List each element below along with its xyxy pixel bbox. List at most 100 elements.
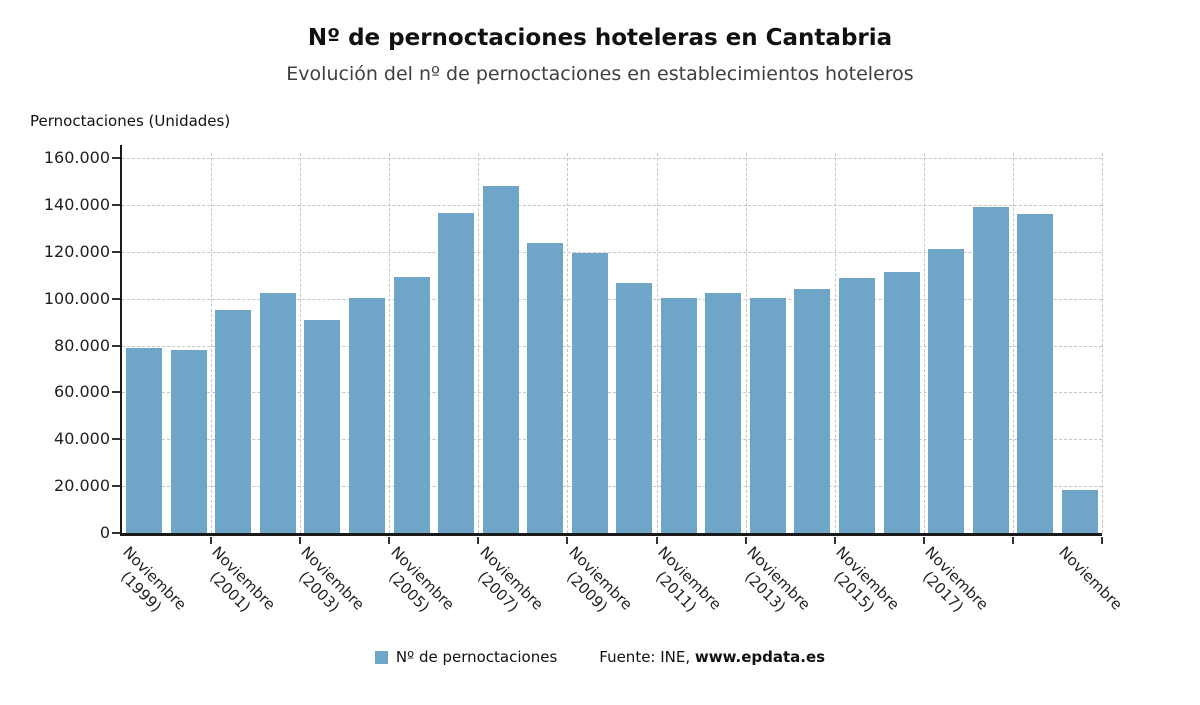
- x-tick-label-line: (2001): [206, 567, 255, 616]
- x-tick-label-line: Noviembre: [297, 543, 369, 614]
- y-axis-tick: [112, 344, 120, 347]
- bar: [1061, 490, 1098, 533]
- y-gridline: [122, 392, 1102, 394]
- x-tick-label-line: Noviembre: [386, 543, 458, 614]
- x-axis-tick: [922, 537, 925, 544]
- x-axis-tick: [299, 537, 302, 544]
- y-tick-label: 120.000: [43, 241, 110, 261]
- x-axis-tick: [210, 537, 213, 544]
- x-tick-label: Noviembre (1999): [105, 543, 190, 628]
- x-gridline: [1012, 153, 1014, 533]
- x-tick-label-line: (2013): [741, 567, 790, 616]
- y-gridline: [122, 439, 1102, 441]
- x-tick-label-line: (2015): [830, 567, 879, 616]
- bar: [304, 319, 341, 533]
- x-tick-label-line: Noviembre: [564, 543, 636, 614]
- x-axis-tick: [477, 537, 480, 544]
- x-gridline: [300, 153, 302, 533]
- source-site: www.epdata.es: [694, 648, 826, 666]
- bar: [883, 272, 920, 533]
- x-gridline: [834, 153, 836, 533]
- y-gridline: [122, 204, 1102, 206]
- y-axis-tick: [112, 485, 120, 488]
- y-tick-label: 0: [99, 523, 110, 542]
- x-tick-label-line: Noviembre: [921, 543, 992, 614]
- bar: [749, 298, 786, 533]
- x-gridline: [478, 153, 480, 533]
- y-tick-label: 140.000: [43, 194, 110, 214]
- bar: [928, 248, 965, 533]
- bar: [839, 278, 875, 533]
- bar: [259, 293, 296, 533]
- y-axis-title: Pernoctaciones (Unidades): [30, 112, 231, 130]
- y-gridline: [122, 251, 1102, 253]
- x-tick-label-line: (2009): [562, 567, 611, 616]
- legend-label: Nº de pernoctaciones: [395, 648, 558, 666]
- x-tick-label: Noviembre (2007): [462, 543, 547, 628]
- x-tick-label: Noviembre (2005): [373, 543, 458, 628]
- x-gridline: [567, 153, 569, 533]
- x-axis-tick: [566, 537, 569, 544]
- bar: [660, 297, 697, 533]
- bar: [349, 297, 385, 533]
- y-axis-labels: 0 20.000 40.000 60.000 80.000 100.000 120.000 1…: [0, 0, 110, 705]
- bar: [571, 253, 608, 533]
- x-tick-label-line: (2011): [651, 567, 700, 616]
- y-tick-label: 20.000: [54, 476, 110, 496]
- bar: [616, 283, 653, 533]
- y-axis-tick: [112, 391, 120, 394]
- x-tick-label-line: (2007): [473, 567, 522, 616]
- bar: [1017, 213, 1054, 533]
- plot-area: [112, 145, 1103, 544]
- x-axis-tick: [388, 537, 391, 544]
- bar: [972, 207, 1009, 533]
- x-gridline: [656, 153, 658, 533]
- x-tick-label: Noviembre (2003): [284, 543, 369, 628]
- x-axis-tick: [833, 537, 836, 544]
- x-axis-tick: [655, 537, 658, 544]
- x-tick-label-line: Noviembre: [743, 543, 814, 614]
- x-gridline: [389, 153, 391, 533]
- bar: [215, 310, 252, 533]
- bar: [170, 349, 207, 533]
- bar: [527, 243, 564, 533]
- y-axis-tick: [112, 532, 120, 534]
- x-tick-label: Noviembre (2013): [729, 543, 814, 628]
- y-tick-label: 100.000: [43, 288, 110, 308]
- x-tick-label: Noviembre (2017): [907, 543, 992, 628]
- x-tick-label: Noviembre (2001): [194, 543, 279, 628]
- x-tick-label: Noviembre: [1054, 543, 1126, 614]
- y-gridline: [122, 298, 1102, 300]
- x-gridline: [745, 153, 747, 533]
- y-tick-label: 160.000: [43, 148, 110, 167]
- x-tick-label-line: Noviembre: [119, 543, 191, 614]
- bar: [126, 347, 163, 533]
- x-tick-label-line: (2017): [919, 567, 968, 616]
- y-axis-tick: [112, 438, 120, 441]
- y-axis-tick: [112, 297, 120, 300]
- y-tick-label: 80.000: [54, 335, 110, 355]
- bar: [438, 212, 475, 533]
- bar: [705, 293, 742, 533]
- y-tick-label: 40.000: [54, 429, 110, 449]
- y-gridline: [122, 486, 1102, 488]
- y-axis-tick: [112, 157, 120, 159]
- bar: [393, 276, 430, 533]
- x-tick-label-line: (1999): [117, 567, 166, 616]
- x-tick-label: Noviembre (2011): [640, 543, 725, 628]
- bar: [482, 186, 519, 533]
- x-gridline: [1102, 153, 1103, 533]
- source-prefix: Fuente: INE,: [599, 648, 695, 666]
- x-tick-label-line: Noviembre: [475, 543, 547, 614]
- y-axis-tick: [112, 250, 120, 253]
- legend-swatch: [374, 650, 388, 664]
- y-tick-label: 60.000: [54, 382, 110, 402]
- bar: [794, 288, 831, 533]
- chart-title: Nº de pernoctaciones hoteleras en Cantab…: [307, 25, 893, 51]
- x-tick-label-line: Noviembre: [832, 543, 903, 614]
- y-gridline: [122, 158, 1102, 159]
- legend-row: Nº de pernoctaciones Fuente: INE, www.ep…: [0, 648, 1200, 666]
- x-axis-tick: [1011, 537, 1014, 544]
- x-tick-label-line: Noviembre: [1054, 543, 1126, 614]
